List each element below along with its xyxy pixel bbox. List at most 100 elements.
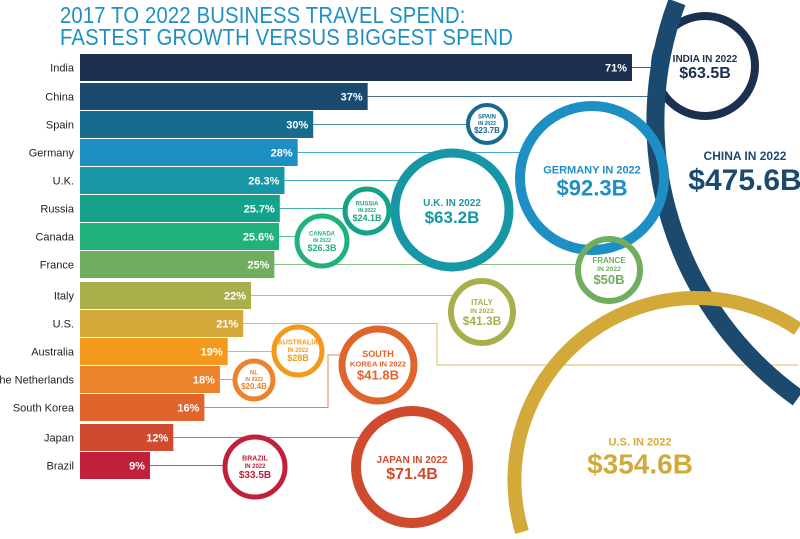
spend-circle — [507, 291, 800, 534]
circle-label: CANADA — [309, 232, 336, 238]
title-line-1: 2017 TO 2022 BUSINESS TRAVEL SPEND: — [60, 2, 466, 28]
bar-france — [80, 251, 275, 278]
category-label: France — [40, 260, 74, 272]
circle-value: $354.6B — [587, 449, 693, 480]
spend-circle — [271, 324, 325, 378]
circle-label: NL — [250, 371, 258, 377]
growth-label: 37% — [341, 92, 363, 104]
category-label: Italy — [54, 291, 75, 303]
growth-label: 19% — [201, 347, 223, 359]
growth-label: 30% — [286, 120, 308, 132]
circle-label: ITALY — [471, 298, 493, 307]
circle-label: U.K. IN 2022 — [423, 198, 481, 209]
growth-label: 71% — [605, 63, 627, 75]
circle-value: $28B — [287, 353, 309, 363]
circle-label: SOUTH — [362, 349, 394, 359]
title-line-2: FASTEST GROWTH VERSUS BIGGEST SPEND — [60, 24, 514, 50]
category-label: Japan — [44, 433, 74, 445]
connector-line — [204, 354, 342, 408]
circle-value: $23.7B — [474, 126, 500, 135]
circle-sublabel: IN 2022 — [478, 121, 496, 127]
circle-value: $24.1B — [352, 213, 382, 223]
circle-value: $50B — [593, 272, 624, 287]
circle-sublabel: IN 2022 — [597, 266, 621, 273]
category-label: Russia — [40, 204, 75, 216]
spend-circle — [448, 278, 516, 346]
bar-china — [80, 83, 368, 110]
category-label: Spain — [46, 120, 74, 132]
spend-circle — [515, 101, 669, 255]
circle-sublabel: KOREA IN 2022 — [350, 359, 406, 368]
spend-circle — [466, 103, 508, 145]
circle-sublabel: IN 2022 — [245, 377, 263, 383]
category-label: South Korea — [13, 403, 75, 415]
circle-sublabel: IN 2022 — [313, 238, 331, 244]
circle-label: INDIA IN 2022 — [673, 54, 738, 65]
circle-value: $63.5B — [679, 65, 731, 82]
circle-value: $41.3B — [463, 314, 502, 328]
circle-sublabel: IN 2022 — [245, 464, 266, 470]
spend-circle — [351, 406, 473, 528]
category-label: Canada — [35, 232, 74, 244]
spend-circle — [232, 358, 276, 402]
spend-circle — [646, 0, 800, 406]
bar-india — [80, 54, 632, 81]
bar-spain — [80, 111, 314, 138]
connector-line — [243, 323, 798, 366]
growth-label: 22% — [224, 291, 246, 303]
circle-sublabel: IN 2022 — [358, 208, 376, 214]
circle-value: $20.4B — [241, 382, 267, 391]
bar-south-korea — [80, 394, 205, 421]
circle-label: U.S. IN 2022 — [609, 437, 672, 449]
category-label: U.S. — [53, 319, 74, 331]
bar-u-k- — [80, 167, 285, 194]
bar-germany — [80, 139, 298, 166]
circle-value: $475.6B — [688, 164, 800, 197]
spend-circle — [338, 325, 418, 405]
bar-canada — [80, 223, 280, 250]
category-label: Brazil — [46, 461, 74, 473]
circle-sublabel: IN 2022 — [288, 348, 309, 354]
growth-label: 28% — [271, 148, 293, 160]
circle-value: $63.2B — [425, 208, 480, 227]
circle-label: FRANCE — [592, 256, 626, 265]
circle-label: RUSSIA — [356, 202, 379, 208]
category-label: India — [50, 63, 75, 75]
circle-label: SPAIN — [478, 115, 496, 121]
growth-label: 16% — [177, 403, 199, 415]
circle-value: $26.3B — [307, 243, 337, 253]
circle-label: JAPAN IN 2022 — [377, 455, 448, 466]
chart-title: 2017 TO 2022 BUSINESS TRAVEL SPEND: FAST… — [60, 2, 514, 50]
bar-brazil — [80, 452, 150, 479]
growth-label: 18% — [193, 375, 215, 387]
bar-the-netherlands — [80, 366, 220, 393]
bar-australia — [80, 338, 228, 365]
circle-value: $41.8B — [357, 367, 399, 382]
spend-circle — [390, 148, 514, 272]
circle-label: AUSTRALIA — [278, 340, 318, 347]
bar-italy — [80, 282, 252, 309]
growth-label: 9% — [129, 461, 145, 473]
circle-sublabel: IN 2022 — [470, 308, 494, 315]
category-label: China — [45, 92, 75, 104]
circle-value: $71.4B — [386, 466, 438, 483]
spend-circle — [222, 434, 288, 500]
circle-label: CHINA IN 2022 — [704, 149, 787, 163]
category-label: U.K. — [53, 176, 74, 188]
growth-label: 26.3% — [248, 176, 279, 188]
growth-label: 21% — [216, 319, 238, 331]
circle-value: $92.3B — [557, 176, 628, 201]
bar-russia — [80, 195, 280, 222]
category-label: Germany — [29, 148, 75, 160]
circle-label: BRAZIL — [242, 456, 268, 463]
category-label: Australia — [31, 347, 75, 359]
growth-label: 25% — [247, 260, 269, 272]
growth-label: 25.7% — [244, 204, 275, 216]
bar-japan — [80, 424, 174, 451]
growth-label: 25.6% — [243, 232, 274, 244]
spend-circle — [575, 236, 643, 304]
category-label: The Netherlands — [0, 375, 74, 387]
circle-label: GERMANY IN 2022 — [543, 165, 641, 177]
spend-circle — [342, 186, 392, 236]
